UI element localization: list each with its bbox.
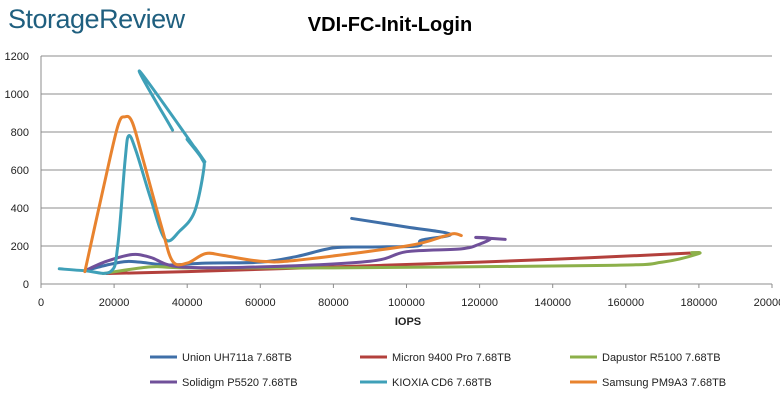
y-tick-label: 0 <box>23 279 29 291</box>
series-line-5 <box>83 114 463 274</box>
x-tick-label: 100000 <box>388 297 425 309</box>
y-tick-label: 800 <box>11 127 29 139</box>
legend-label: Samsung PM9A3 7.68TB <box>602 377 726 389</box>
series-line-3 <box>83 235 507 273</box>
x-tick-label: 120000 <box>461 297 498 309</box>
legend-label: KIOXIA CD6 7.68TB <box>392 377 492 389</box>
y-tick-label: 200 <box>11 241 29 253</box>
chart-title: VDI-FC-Init-Login <box>307 14 473 36</box>
x-tick-label: 0 <box>38 297 44 309</box>
x-tick-label: 20000 <box>99 297 130 309</box>
y-tick-label: 600 <box>11 165 29 177</box>
y-tick-label: 1000 <box>5 89 29 101</box>
legend-label: Union UH711a 7.68TB <box>182 352 292 364</box>
series-line-1 <box>105 251 701 276</box>
x-axis-label: IOPS <box>395 316 421 328</box>
storagereview-logo: StorageReview <box>8 4 185 34</box>
x-tick-label: 80000 <box>318 297 349 309</box>
x-tick-label: 60000 <box>245 297 276 309</box>
x-tick-label: 40000 <box>172 297 203 309</box>
x-tick-label: 200000 <box>754 297 780 309</box>
series-line-2 <box>101 251 702 276</box>
legend-label: Solidigm P5520 7.68TB <box>182 377 298 389</box>
x-tick-label: 160000 <box>607 297 644 309</box>
y-tick-label: 1200 <box>5 51 29 63</box>
x-tick-label: 140000 <box>534 297 571 309</box>
series-line-4 <box>57 69 207 275</box>
x-tick-label: 180000 <box>681 297 718 309</box>
y-tick-label: 400 <box>11 203 29 215</box>
legend-label: Micron 9400 Pro 7.68TB <box>392 352 511 364</box>
legend-label: Dapustor R5100 7.68TB <box>602 352 721 364</box>
